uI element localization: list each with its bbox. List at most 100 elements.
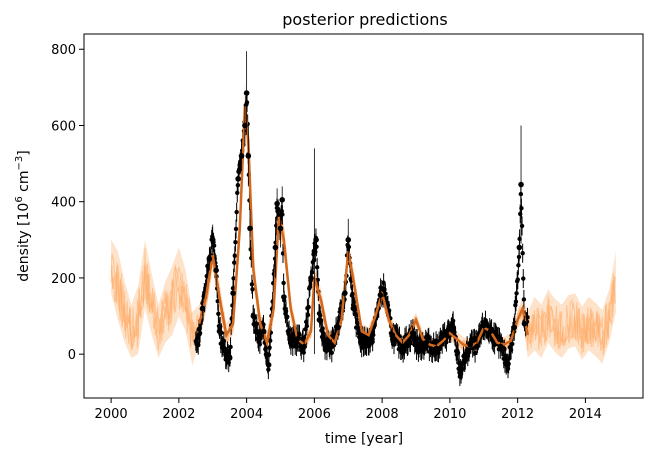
data-point [511,324,518,331]
data-point [497,343,504,350]
observation-texture [197,330,203,336]
data-point [369,336,375,342]
observation-texture [228,344,233,350]
data-point [206,256,213,262]
observation-texture [314,244,319,250]
plot-frame [83,33,644,399]
data-point [521,320,528,327]
prediction-line [197,106,530,348]
x-tick-label: 2000 [95,407,128,422]
observation-texture [516,263,521,268]
data-point [301,343,308,350]
data-point [247,225,253,232]
observation-texture [254,321,259,327]
observation-texture [232,253,238,258]
observation-texture [275,206,281,212]
observation-texture [306,304,311,310]
y-axis-label: density [106 cm−3] [14,150,32,281]
data-point [389,332,396,338]
x-tick-label: 2006 [298,407,331,422]
observation-texture [315,277,320,283]
y-axis-label-sup2: −3 [14,156,25,171]
data-point [287,339,294,346]
observation-texture [514,291,519,296]
x-tick-label: 2002 [162,407,195,422]
data-point [250,313,257,319]
observation-texture [519,205,524,211]
data-point [457,369,463,376]
observation-texture [507,356,512,361]
data-point [335,324,341,331]
data-point [272,244,279,251]
observation-texture [249,282,255,287]
y-tick-label: 200 [51,272,76,287]
data-point [399,343,406,350]
y-tick-label: 400 [51,196,76,211]
observation-texture [320,326,325,331]
data-point [342,290,348,296]
data-point [281,294,287,300]
observation-texture [266,352,272,358]
observation-texture [232,260,237,265]
data-point [443,332,450,338]
data-point [381,286,387,293]
data-point [226,355,233,361]
data-point [238,153,245,159]
data-point [316,317,323,323]
data-point [245,153,252,159]
observation-texture [280,212,285,217]
observation-texture [285,314,290,319]
data-point [345,237,352,243]
data-point [518,181,524,188]
data-point [230,290,236,296]
observation-texture [233,239,238,245]
x-axis-label: time [year] [325,431,403,447]
y-tick-label: 800 [51,43,76,58]
data-point [255,336,262,342]
observation-texture [235,190,240,196]
data-point [216,328,223,335]
data-point [221,347,228,354]
observation-texture [314,265,320,270]
data-point [321,339,328,346]
x-tick-label: 2010 [433,407,466,422]
observation-texture [231,276,236,281]
data-point [480,322,487,329]
data-point [328,343,335,350]
data-point [359,339,365,346]
data-point [194,341,201,348]
data-point [199,305,206,312]
y-axis-label-pre: density [10 [16,203,32,282]
x-tick-label: 2014 [569,407,602,422]
data-point [474,343,480,350]
data-point [350,305,357,312]
observation-texture [521,297,527,302]
observation-texture [492,342,497,348]
data-point [308,275,314,281]
observation-texture [244,100,250,105]
data-point [311,248,318,255]
observation-texture [250,287,255,292]
observation-texture [519,223,525,229]
x-axis: 2000 2002 2004 2006 2008 2010 2012 2014 [95,398,602,422]
data-point [265,362,272,368]
y-tick-label: 0 [68,348,76,363]
observation-texture [329,350,334,355]
data-point [377,292,384,298]
observation-texture [525,315,530,320]
data-point [467,341,474,348]
x-tick-label: 2008 [366,407,399,422]
data-point [277,225,284,232]
observation-texture [267,345,272,350]
observation-texture [515,277,520,282]
observation-texture [513,299,519,304]
chart-title: posterior predictions [282,10,447,29]
data-point [433,345,440,352]
observation-texture [472,350,478,356]
observation-texture [520,251,525,256]
data-point [504,362,511,368]
observation-texture [304,323,309,329]
data-point [487,328,494,335]
data-point [313,237,319,243]
